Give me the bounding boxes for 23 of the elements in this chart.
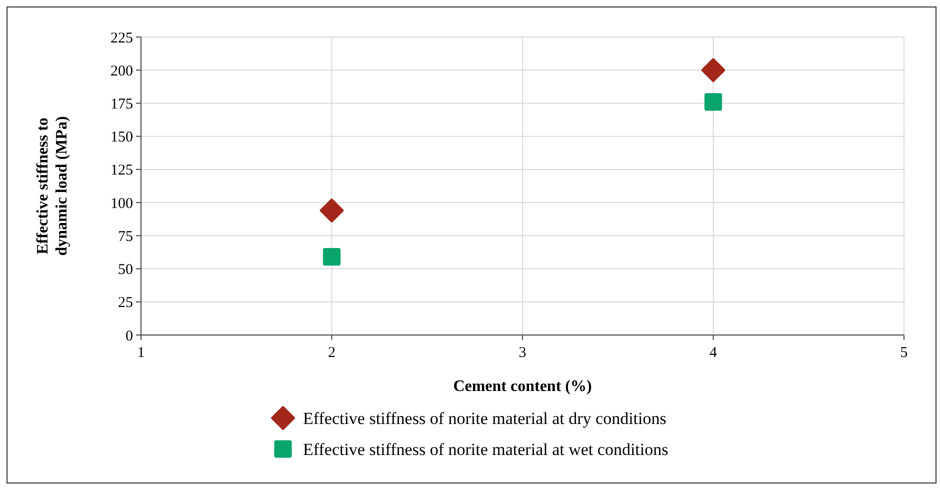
- point: [320, 198, 344, 222]
- x-tick-label: 2: [328, 345, 336, 361]
- y-tick-label: 0: [126, 328, 133, 344]
- y-tick-label: 100: [110, 196, 133, 212]
- y-axis-title: Effective stiffness to dynamic load (MPa): [34, 116, 71, 256]
- legend-label: Effective stiffness of norite material at dry conditions: [303, 408, 666, 428]
- x-tick-label: 4: [710, 345, 718, 361]
- point: [322, 248, 341, 266]
- x-tick-label: 1: [137, 345, 145, 361]
- point: [704, 93, 722, 111]
- y-tick-label: 25: [118, 295, 133, 312]
- y-tick-label: 75: [118, 228, 133, 245]
- legend-label: Effective stiffness of norite material at wet conditions: [303, 440, 668, 459]
- y-tick-label: 50: [118, 262, 133, 278]
- x-tick-label: 3: [518, 345, 526, 361]
- y-tick-label: 200: [110, 63, 133, 80]
- y-tick-label: 150: [110, 130, 133, 146]
- x-axis-title: Cement content (%): [453, 378, 592, 395]
- x-tick-label: 5: [900, 345, 908, 361]
- y-tick-label: 175: [110, 96, 133, 112]
- y-tick-label: 125: [110, 162, 133, 179]
- y-tick-label: 225: [110, 30, 133, 46]
- point: [701, 58, 726, 82]
